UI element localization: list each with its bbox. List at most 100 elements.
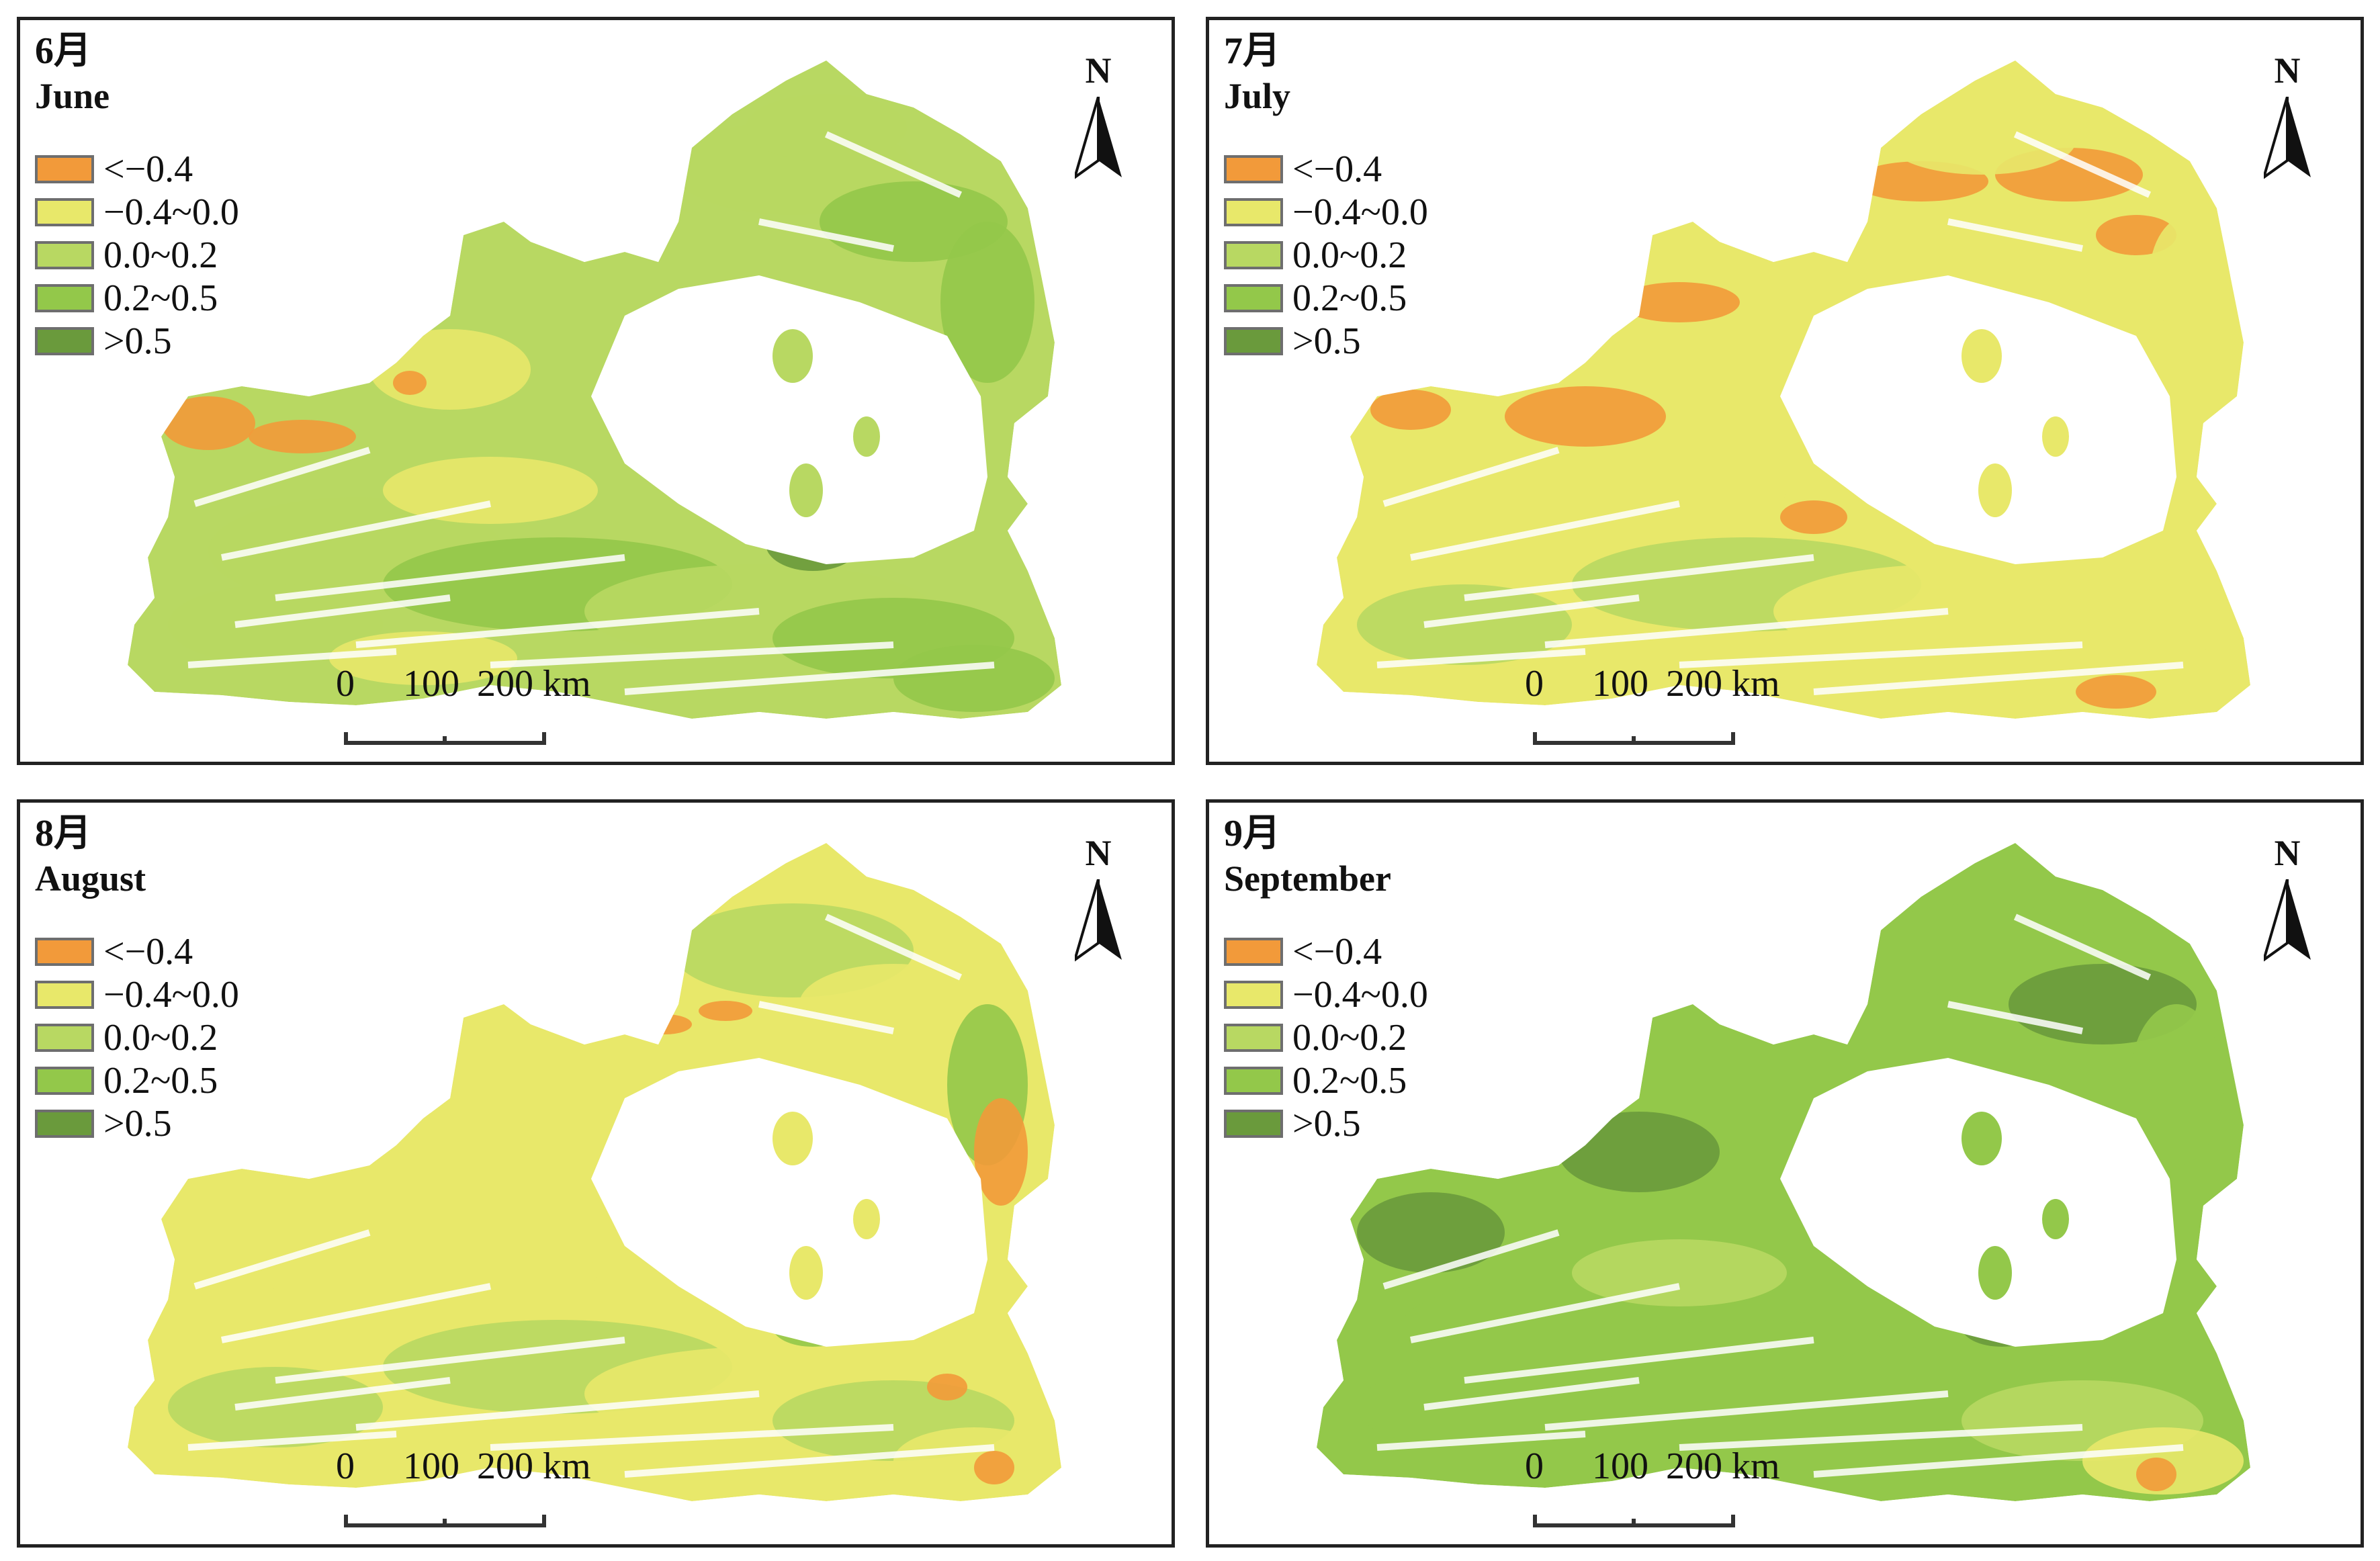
legend-swatch bbox=[1224, 327, 1283, 355]
legend-item: 0.2~0.5 bbox=[35, 1059, 239, 1102]
north-arrow-icon bbox=[1075, 97, 1122, 179]
texture-streak bbox=[624, 1444, 995, 1478]
map-patch bbox=[1357, 1367, 1572, 1447]
map-patch bbox=[1357, 584, 1572, 665]
map-patch bbox=[853, 416, 880, 457]
texture-streak bbox=[275, 1337, 625, 1384]
map-patch bbox=[699, 1001, 752, 1021]
legend-item: 0.0~0.2 bbox=[35, 234, 239, 277]
map-patch bbox=[1888, 107, 2076, 175]
north-arrow-icon bbox=[1075, 879, 1122, 962]
map-region bbox=[1317, 60, 2250, 719]
scale-label: 0 bbox=[336, 1445, 355, 1487]
map-patch bbox=[1572, 1239, 1787, 1306]
texture-streak bbox=[1544, 1390, 1949, 1431]
map-patch bbox=[746, 94, 907, 161]
legend-swatch bbox=[35, 198, 94, 226]
scale-label: 100 bbox=[403, 663, 459, 705]
legend-item: −0.4~0.0 bbox=[35, 973, 239, 1016]
map-patch bbox=[927, 1374, 967, 1400]
map-patch bbox=[2042, 416, 2069, 457]
legend-item: >0.5 bbox=[35, 1102, 239, 1145]
legend-item: 0.2~0.5 bbox=[1224, 1059, 1428, 1102]
legend-label: 0.0~0.2 bbox=[1292, 1017, 1407, 1059]
texture-streak bbox=[187, 1431, 397, 1451]
north-arrow-icon bbox=[2264, 97, 2311, 179]
texture-streak bbox=[490, 1424, 894, 1451]
scale-bar-line bbox=[344, 732, 546, 745]
texture-streak bbox=[275, 554, 625, 601]
scale-bar: 0 100 200 km bbox=[1525, 1447, 1901, 1535]
map-patch bbox=[2129, 1004, 2223, 1165]
scale-label: 100 bbox=[1592, 1445, 1648, 1487]
legend-swatch bbox=[35, 938, 94, 966]
map-patch bbox=[2150, 215, 2230, 336]
legend: <−0.4 −0.4~0.0 0.0~0.2 0.2~0.5 >0.5 bbox=[1224, 930, 1428, 1145]
map-patch bbox=[773, 1112, 813, 1165]
legend-swatch bbox=[35, 241, 94, 269]
texture-streak bbox=[193, 1229, 371, 1290]
texture-streak bbox=[1376, 1431, 1586, 1451]
legend-swatch bbox=[1224, 241, 1283, 269]
texture-streak bbox=[234, 594, 451, 628]
legend-label: >0.5 bbox=[103, 1103, 172, 1145]
texture-streak bbox=[234, 1377, 451, 1411]
legend-swatch bbox=[1224, 1067, 1283, 1095]
legend-label: >0.5 bbox=[1292, 1103, 1361, 1145]
texture-streak bbox=[1947, 218, 2083, 252]
legend-swatch bbox=[35, 1110, 94, 1138]
texture-streak bbox=[193, 447, 371, 507]
legend-item: <−0.4 bbox=[1224, 148, 1428, 191]
legend-item: <−0.4 bbox=[1224, 930, 1428, 973]
map-patch bbox=[773, 329, 813, 383]
map-patch bbox=[974, 1098, 1028, 1206]
map-patch bbox=[161, 396, 255, 450]
map-patch bbox=[1370, 390, 1451, 430]
texture-streak bbox=[1679, 1424, 2083, 1451]
legend-swatch bbox=[1224, 1110, 1283, 1138]
legend-swatch bbox=[35, 1024, 94, 1052]
legend-label: <−0.4 bbox=[1292, 148, 1382, 190]
texture-streak bbox=[1679, 641, 2083, 668]
map-panel-june: 6月 June <−0.4 −0.4~0.0 0.0~0.2 0.2~0.5 >0.5 … bbox=[17, 17, 1175, 765]
legend-label: −0.4~0.0 bbox=[1292, 191, 1428, 233]
month-title-english: July bbox=[1224, 76, 1291, 116]
texture-streak bbox=[2013, 913, 2152, 981]
scale-bar-line bbox=[1533, 732, 1735, 745]
map-patch bbox=[208, 1192, 369, 1246]
map-patch bbox=[2136, 1458, 2176, 1491]
north-label: N bbox=[1085, 833, 1112, 873]
legend: <−0.4 −0.4~0.0 0.0~0.2 0.2~0.5 >0.5 bbox=[35, 930, 239, 1145]
legend-swatch bbox=[1224, 981, 1283, 1009]
north-label: N bbox=[2274, 50, 2301, 91]
month-title-chinese: 8月 bbox=[35, 813, 91, 854]
legend: <−0.4 −0.4~0.0 0.0~0.2 0.2~0.5 >0.5 bbox=[1224, 148, 1428, 363]
legend-label: <−0.4 bbox=[103, 931, 193, 973]
scale-bar-line bbox=[344, 1515, 546, 1527]
legend-label: −0.4~0.0 bbox=[103, 974, 239, 1016]
scale-label: 100 bbox=[1592, 663, 1648, 705]
legend-label: 0.2~0.5 bbox=[1292, 1060, 1407, 1102]
texture-streak bbox=[1423, 1377, 1640, 1411]
legend-item: <−0.4 bbox=[35, 148, 239, 191]
texture-streak bbox=[1410, 1283, 1680, 1343]
no-data-area bbox=[591, 1058, 987, 1347]
map-region bbox=[1317, 843, 2250, 1501]
texture-streak bbox=[1813, 1444, 2184, 1478]
legend-item: 0.0~0.2 bbox=[1224, 1016, 1428, 1059]
map-patch bbox=[168, 584, 383, 665]
legend-swatch bbox=[35, 284, 94, 312]
legend-item: −0.4~0.0 bbox=[1224, 973, 1428, 1016]
legend-label: <−0.4 bbox=[103, 148, 193, 190]
north-arrow: N bbox=[1068, 52, 1129, 200]
texture-streak bbox=[221, 500, 491, 561]
texture-streak bbox=[1382, 1229, 1560, 1290]
legend-item: >0.5 bbox=[1224, 1102, 1428, 1145]
texture-streak bbox=[187, 648, 397, 668]
north-arrow: N bbox=[1068, 835, 1129, 983]
texture-streak bbox=[355, 608, 760, 648]
map-patch bbox=[893, 645, 1055, 712]
texture-streak bbox=[1947, 1001, 2083, 1034]
legend-label: −0.4~0.0 bbox=[1292, 974, 1428, 1016]
no-data-area bbox=[1780, 1058, 2176, 1347]
